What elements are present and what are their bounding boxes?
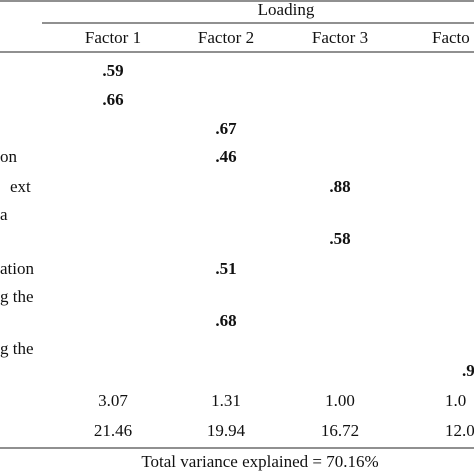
cell: .51	[215, 259, 236, 278]
column-header: Factor 1	[85, 28, 141, 47]
cell: 1.00	[325, 391, 355, 410]
column-header: Factor 2	[198, 28, 254, 47]
cell: .66	[102, 90, 123, 109]
cell: 1.31	[211, 391, 241, 410]
cell: 12.0	[445, 421, 474, 440]
cell: .46	[215, 147, 236, 166]
row-label: g the	[0, 287, 34, 306]
cell: .58	[329, 229, 350, 248]
cell: 21.46	[94, 421, 132, 440]
cell: .59	[102, 61, 123, 80]
cell: 16.72	[321, 421, 359, 440]
cell: .67	[215, 119, 237, 138]
column-header: Facto	[432, 28, 470, 47]
group-header: Loading	[258, 0, 315, 19]
column-header: Factor 3	[312, 28, 368, 47]
row-label: g the	[0, 339, 34, 358]
cell: .9	[462, 361, 474, 380]
cell: .88	[329, 177, 350, 196]
row-label: ext	[10, 177, 31, 196]
cell: 1.0	[445, 391, 466, 410]
cell: 19.94	[207, 421, 246, 440]
row-label: on	[0, 147, 18, 166]
row-label: a	[0, 205, 8, 224]
footer-note: Total variance explained = 70.16%	[141, 452, 378, 471]
cell: .68	[215, 311, 236, 330]
cell: 3.07	[98, 391, 128, 410]
row-label: ation	[0, 259, 34, 278]
